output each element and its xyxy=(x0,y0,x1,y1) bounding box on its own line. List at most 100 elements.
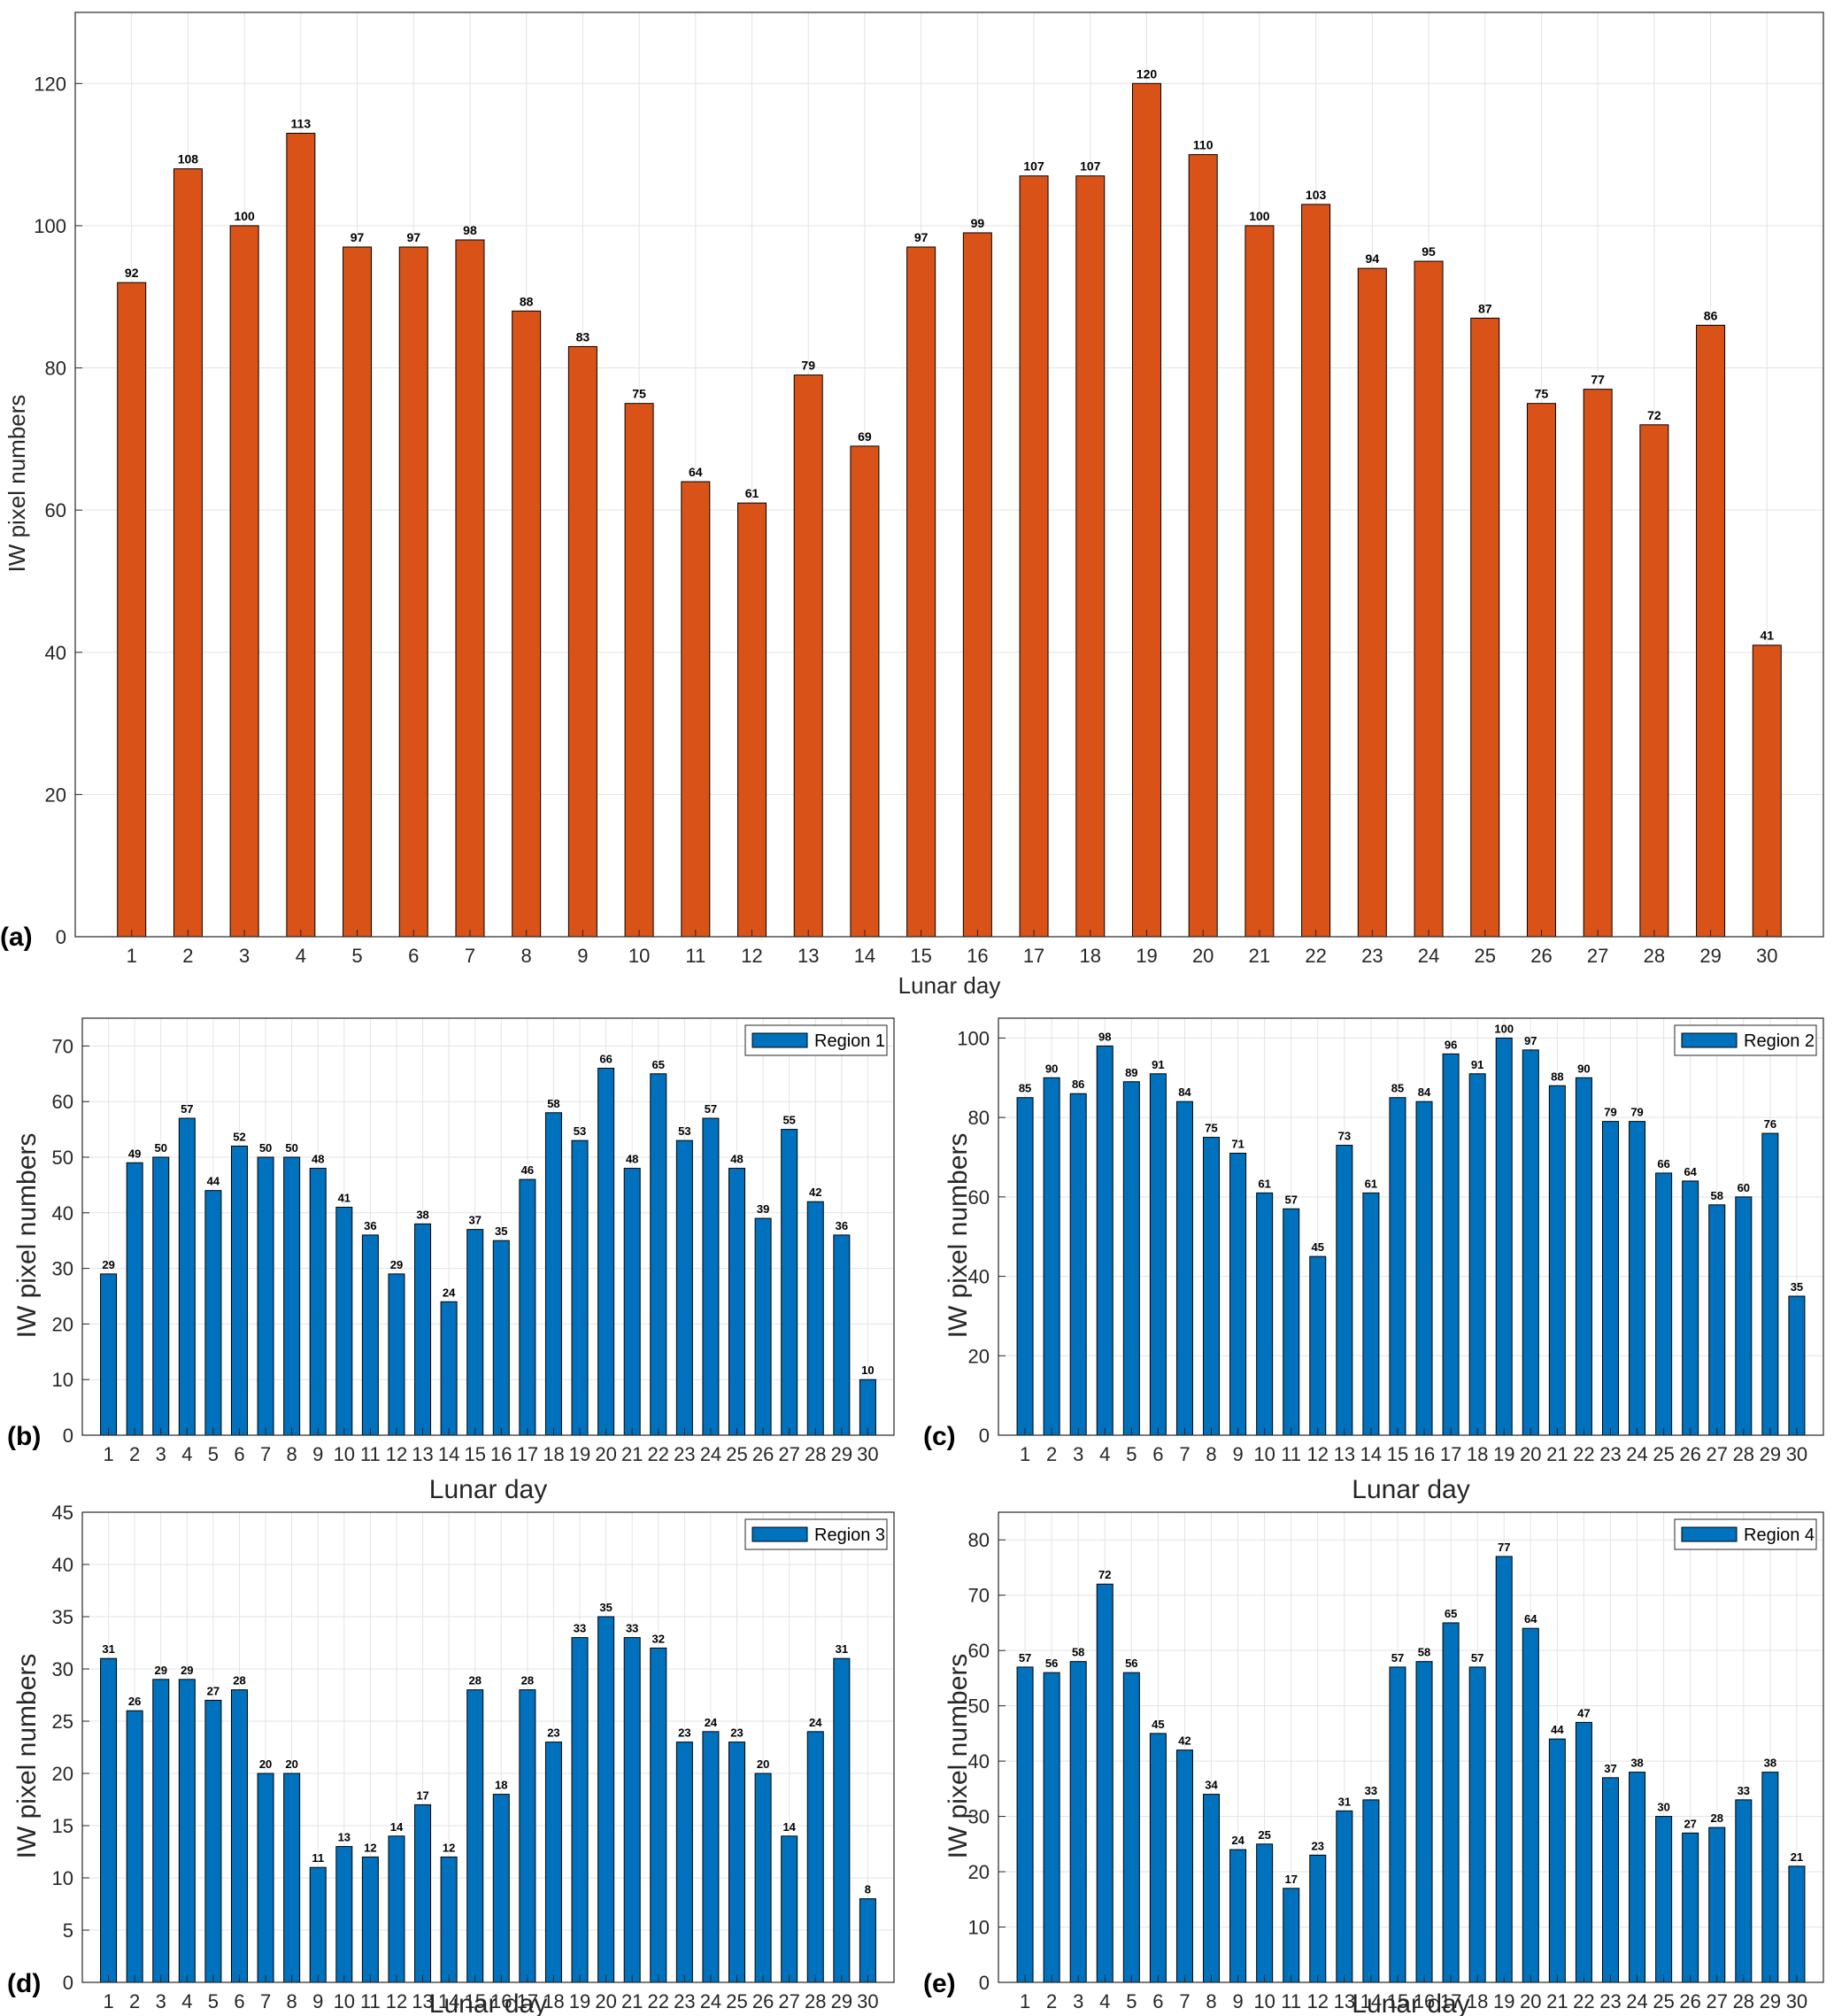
x-tick-label: 8 xyxy=(521,945,532,967)
y-tick-label: 80 xyxy=(968,1107,990,1129)
y-tick-label: 40 xyxy=(52,1202,73,1224)
x-tick-label: 3 xyxy=(156,1990,166,2012)
bar-day-9 xyxy=(309,1866,327,1983)
y-tick-label: 40 xyxy=(968,1750,990,1773)
x-tick-label: 10 xyxy=(1253,1443,1275,1465)
x-tick-label: 2 xyxy=(129,1443,140,1465)
bar-day-17 xyxy=(1442,1053,1460,1436)
bar-day-11 xyxy=(681,481,711,938)
x-tick-label: 10 xyxy=(1253,1990,1275,2012)
x-axis-label: Lunar day xyxy=(1352,1475,1469,1504)
data-label: 31 xyxy=(102,1642,114,1656)
x-tick-label: 4 xyxy=(296,945,306,967)
data-label: 27 xyxy=(1684,1817,1696,1830)
data-label: 97 xyxy=(1524,1034,1537,1047)
bar-day-21 xyxy=(1548,1738,1566,1983)
y-tick-label: 20 xyxy=(968,1345,990,1367)
x-tick-label: 5 xyxy=(1126,1990,1137,2012)
data-label: 72 xyxy=(1098,1568,1111,1581)
bar-day-15 xyxy=(466,1689,484,1983)
x-tick-label: 30 xyxy=(1786,1443,1807,1465)
bar-day-13 xyxy=(414,1804,432,1983)
plot-area xyxy=(75,12,1823,937)
data-label: 75 xyxy=(1535,387,1549,401)
x-tick-label: 2 xyxy=(1046,1990,1057,2012)
data-label: 35 xyxy=(599,1601,612,1614)
bar-day-3 xyxy=(152,1679,170,1983)
data-label: 48 xyxy=(730,1153,743,1166)
x-tick-label: 25 xyxy=(1653,1443,1674,1465)
data-label: 113 xyxy=(291,117,312,131)
x-tick-label: 13 xyxy=(412,1443,433,1465)
plot-area xyxy=(998,1512,1823,1982)
x-tick-label: 28 xyxy=(1733,1443,1754,1465)
data-label: 71 xyxy=(1231,1138,1244,1151)
bar-day-20 xyxy=(597,1068,615,1436)
x-tick-label: 19 xyxy=(1493,1443,1514,1465)
bar-day-11 xyxy=(1283,1888,1300,1983)
legend: Region 2 xyxy=(1674,1024,1817,1056)
data-label: 95 xyxy=(1422,244,1436,259)
bar-day-18 xyxy=(1075,175,1106,938)
bar-day-18 xyxy=(1468,1073,1486,1436)
x-tick-label: 9 xyxy=(577,945,588,967)
axes-box xyxy=(998,1017,1824,1436)
x-tick-label: 21 xyxy=(621,1990,643,2012)
plot-area xyxy=(82,1512,894,1982)
bar-day-13 xyxy=(1336,1810,1353,1983)
bar-day-12 xyxy=(388,1835,405,1983)
data-label: 83 xyxy=(576,329,590,344)
data-label: 28 xyxy=(468,1674,481,1688)
x-tick-label: 4 xyxy=(1099,1990,1110,2012)
x-tick-label: 16 xyxy=(490,1990,512,2012)
x-tick-label: 18 xyxy=(1080,945,1101,967)
bar-day-2 xyxy=(1043,1672,1060,1983)
y-tick-label: 0 xyxy=(56,926,66,948)
bar-day-9 xyxy=(1229,1849,1247,1983)
data-label: 53 xyxy=(574,1124,586,1138)
y-tick-label: 60 xyxy=(968,1186,990,1209)
x-tick-label: 18 xyxy=(1467,1990,1488,2012)
y-axis-label: IW pixel numbers xyxy=(944,1133,973,1339)
x-tick-label: 27 xyxy=(1706,1443,1727,1465)
bar-day-28 xyxy=(1735,1196,1753,1436)
x-tick-label: 5 xyxy=(208,1990,219,2012)
x-tick-label: 10 xyxy=(628,945,650,967)
data-label: 42 xyxy=(1178,1734,1191,1748)
x-tick-label: 6 xyxy=(1152,1443,1163,1465)
data-label: 120 xyxy=(1137,66,1158,81)
bar-day-15 xyxy=(1389,1666,1406,1983)
x-tick-label: 15 xyxy=(464,1443,485,1465)
data-label: 29 xyxy=(390,1258,403,1271)
bar-day-25 xyxy=(1655,1172,1673,1436)
data-label: 107 xyxy=(1080,159,1101,174)
x-tick-label: 8 xyxy=(1206,1443,1216,1465)
x-tick-label: 1 xyxy=(1020,1443,1030,1465)
y-tick-label: 0 xyxy=(979,1972,990,1994)
bar-day-16 xyxy=(492,1794,510,1983)
y-tick-label: 50 xyxy=(968,1695,990,1718)
legend: Region 1 xyxy=(744,1024,888,1056)
x-tick-label: 29 xyxy=(1699,945,1721,967)
x-tick-label: 20 xyxy=(1192,945,1214,967)
bar-day-7 xyxy=(257,1773,274,1983)
data-label: 42 xyxy=(809,1186,821,1199)
bar-day-5 xyxy=(204,1699,222,1983)
x-tick-label: 17 xyxy=(1440,1990,1461,2012)
x-tick-label: 23 xyxy=(1599,1990,1621,2012)
bar-day-18 xyxy=(544,1112,562,1436)
data-label: 77 xyxy=(1591,373,1605,387)
x-tick-label: 10 xyxy=(334,1443,355,1465)
bar-day-4 xyxy=(1096,1583,1114,1983)
data-label: 10 xyxy=(861,1363,874,1377)
data-label: 44 xyxy=(207,1175,220,1188)
data-label: 99 xyxy=(971,216,985,230)
bar-day-13 xyxy=(1336,1145,1353,1436)
x-tick-label: 19 xyxy=(1136,945,1157,967)
bar-day-21 xyxy=(623,1168,641,1436)
y-tick-label: 120 xyxy=(34,73,66,95)
data-label: 79 xyxy=(1604,1106,1616,1119)
x-tick-label: 22 xyxy=(1573,1990,1594,2012)
plot-area xyxy=(998,1018,1823,1435)
x-tick-label: 30 xyxy=(857,1990,878,2012)
